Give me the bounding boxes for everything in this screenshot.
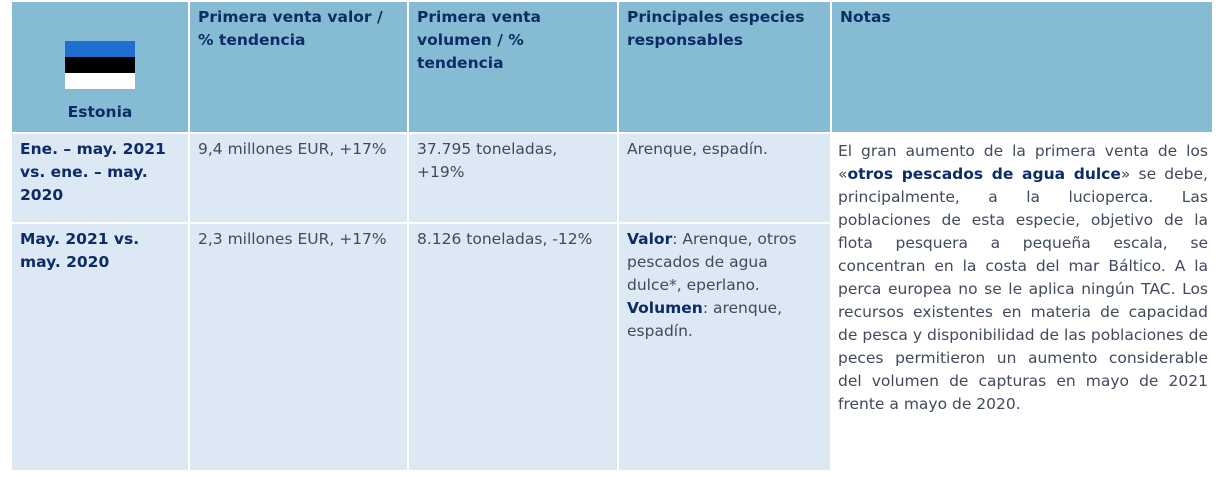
- species-value: Valor: Arenque, otros pescados de agua d…: [627, 228, 822, 297]
- row-header: May. 2021 vs. may. 2020: [10, 222, 190, 472]
- row-header: Ene. – may. 2021 vs. ene. – may. 2020: [10, 132, 190, 224]
- notes-text: » se debe, principalmente, a la lucioper…: [838, 165, 1208, 413]
- label: Valor: [627, 230, 673, 248]
- text: : arenque, espadín.: [627, 299, 783, 340]
- row: May. 2021 vs. may. 2020 2,3 millones EUR…: [10, 222, 1213, 472]
- flag-stripe: [65, 41, 135, 57]
- cell: 9,4 millones EUR, +17%: [188, 132, 409, 224]
- label: Volumen: [627, 299, 703, 317]
- cell: Valor: Arenque, otros pescados de agua d…: [617, 222, 832, 472]
- cell: 37.795 toneladas, +19%: [407, 132, 619, 224]
- notes-text: El gran aumento de la primera venta de l…: [838, 142, 1208, 183]
- table: Estonia Primera venta valor / % tendenci…: [10, 0, 1214, 472]
- row: Ene. – may. 2021 vs. ene. – may. 2020 9,…: [10, 132, 1214, 472]
- header-cell: Estonia: [10, 0, 190, 134]
- header-cell: Principales especies responsables: [617, 0, 832, 134]
- header-text: Estonia: [67, 103, 133, 121]
- cell: 8.126 toneladas, -12%: [407, 222, 619, 472]
- flag-stripe: [65, 57, 135, 73]
- header-cell: Primera venta valor / % tendencia: [188, 0, 409, 134]
- header-cell: Notas: [830, 0, 1214, 134]
- header-row: Estonia Primera venta valor / % tendenci…: [10, 0, 1214, 134]
- cell: 2,3 millones EUR, +17%: [188, 222, 409, 472]
- header-cell: Primera venta volumen / % tendencia: [407, 0, 619, 134]
- flag-stripe: [65, 73, 135, 89]
- notes-cell: El gran aumento de la primera venta de l…: [830, 132, 1214, 472]
- species-volume: Volumen: arenque, espadín.: [627, 297, 822, 343]
- notes: El gran aumento de la primera venta de l…: [838, 140, 1208, 470]
- text: : Arenque, otros pescados de agua dulce*…: [627, 230, 797, 294]
- notes-bold: otros pescados de agua dulce: [847, 165, 1121, 183]
- flag: [65, 41, 135, 89]
- cell: Arenque, espadín.: [617, 132, 832, 224]
